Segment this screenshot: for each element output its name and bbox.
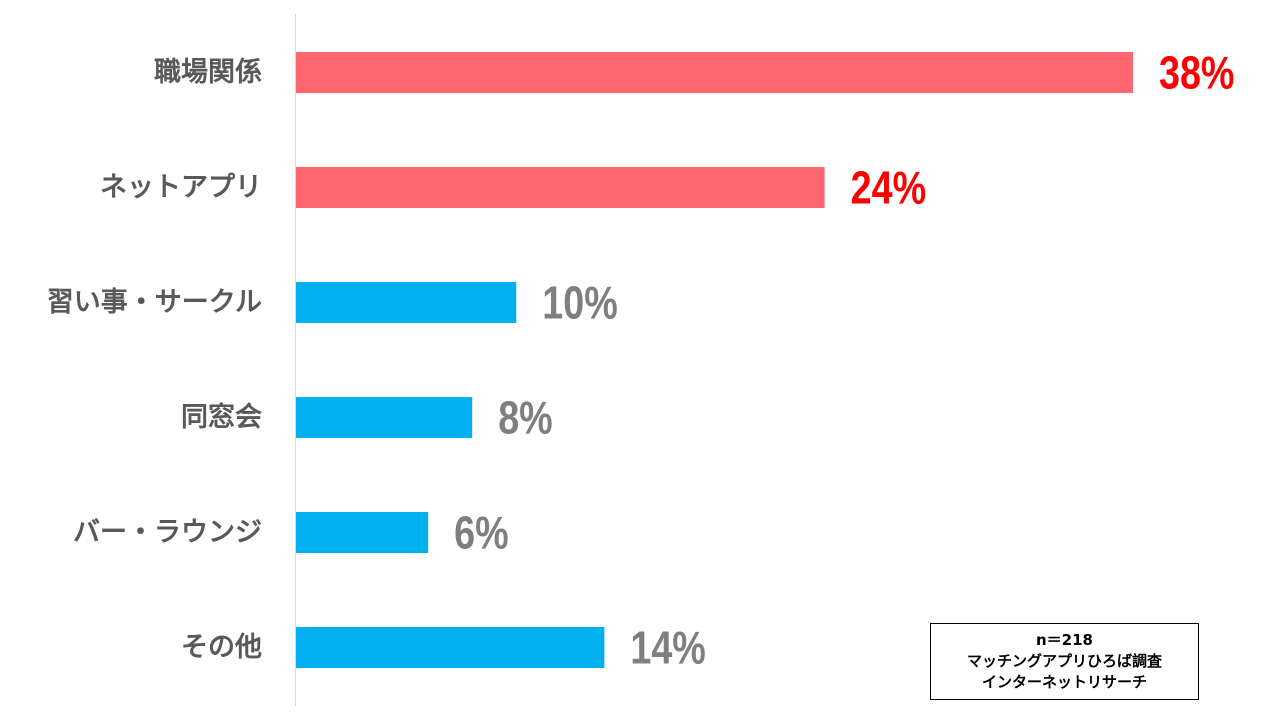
value-label-3: 8% bbox=[498, 392, 553, 443]
bar-3 bbox=[296, 397, 473, 438]
bar-2 bbox=[296, 282, 517, 323]
category-label-3: 同窓会 bbox=[181, 401, 262, 433]
survey-method-text: インターネットリサーチ bbox=[981, 673, 1147, 691]
survey-source-text: マッチングアプリひろば調査 bbox=[966, 652, 1162, 670]
category-label-2: 習い事・サークル bbox=[47, 287, 262, 318]
bar-0 bbox=[296, 52, 1133, 93]
survey-note-box: n＝218 マッチングアプリひろば調査 インターネットリサーチ bbox=[930, 623, 1199, 700]
category-label-5: その他 bbox=[181, 632, 262, 663]
value-label-5: 14% bbox=[630, 622, 705, 673]
category-label-1: ネットアプリ bbox=[100, 172, 262, 203]
value-label-0: 38% bbox=[1159, 47, 1234, 98]
value-label-2: 10% bbox=[542, 277, 617, 328]
bar-5 bbox=[296, 627, 605, 668]
value-label-4: 6% bbox=[454, 507, 509, 558]
bar-4 bbox=[296, 512, 429, 553]
category-label-0: 職場関係 bbox=[154, 57, 262, 88]
category-label-4: バー・ラウンジ bbox=[73, 517, 262, 548]
sample-size-text: n＝218 bbox=[1036, 631, 1093, 649]
bar-1 bbox=[296, 167, 825, 208]
value-label-1: 24% bbox=[851, 162, 926, 213]
